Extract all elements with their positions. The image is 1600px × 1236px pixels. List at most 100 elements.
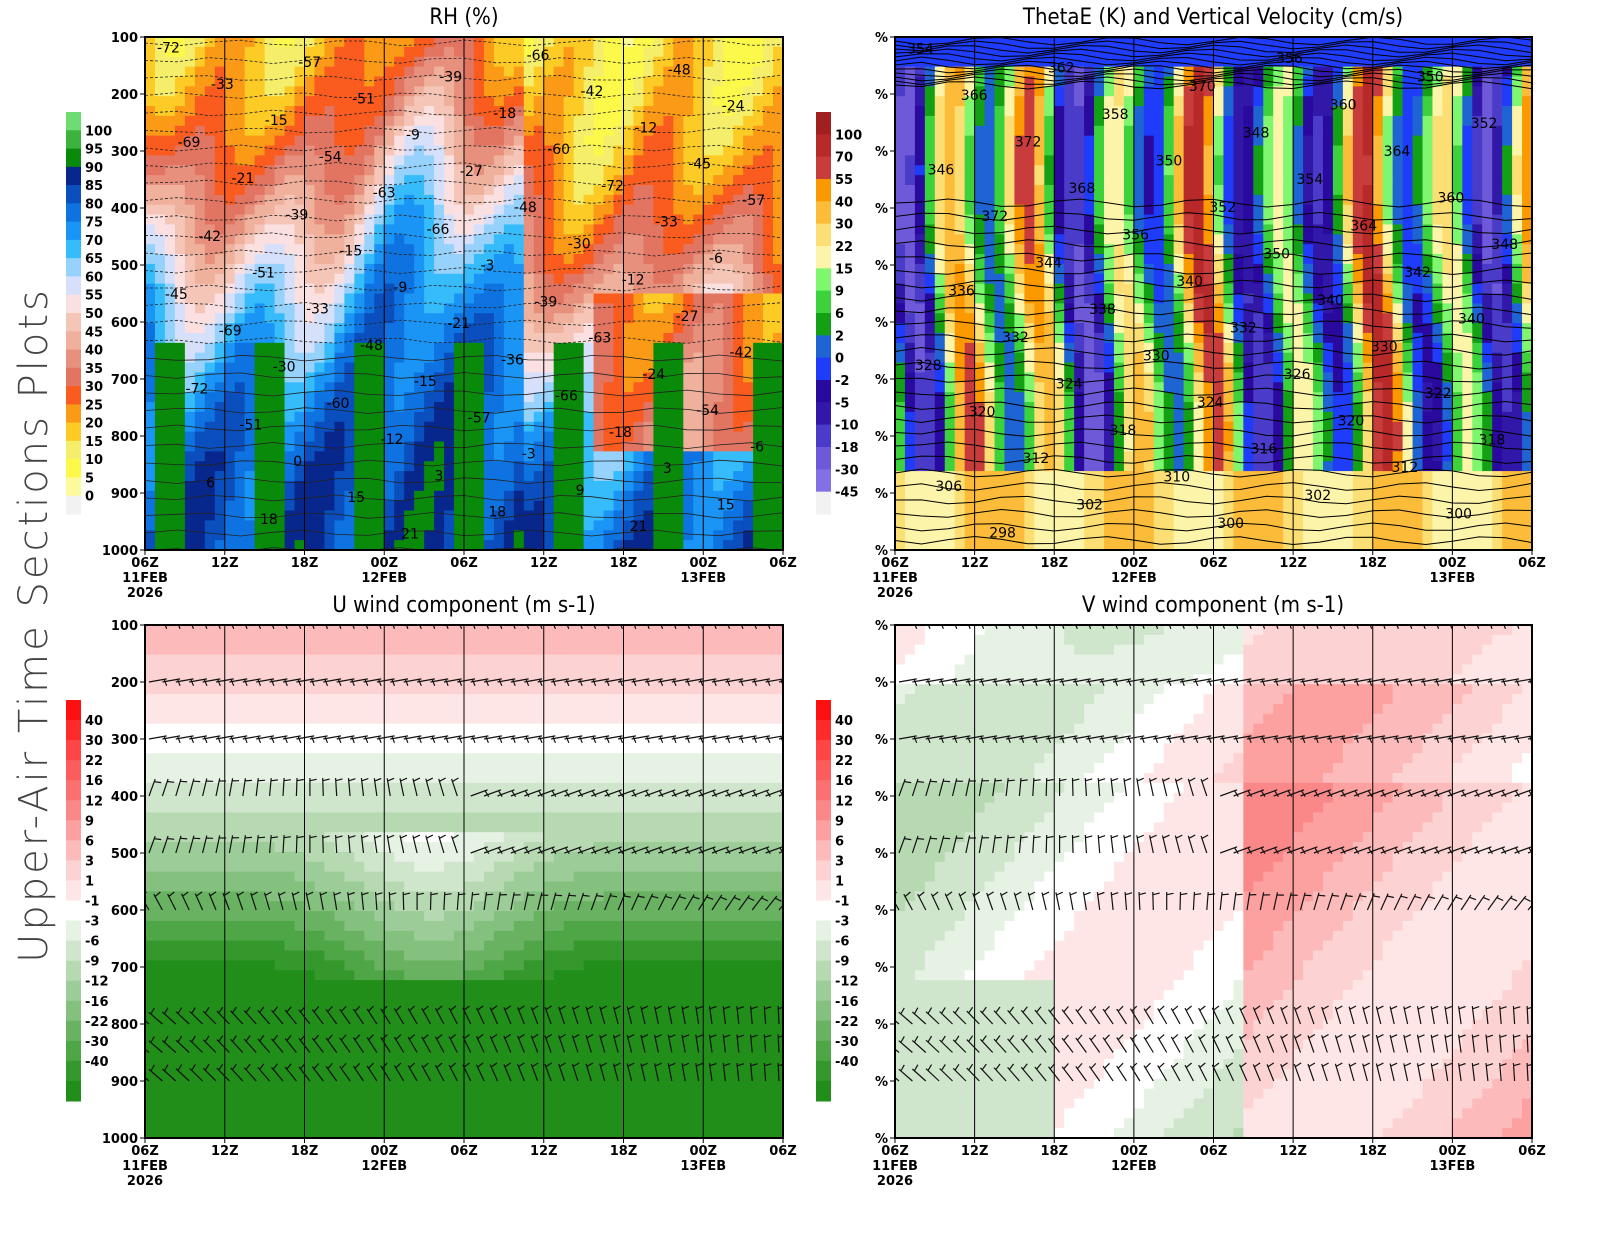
field-cell [1054, 194, 1065, 206]
field-cell [954, 441, 966, 452]
field-cell [384, 540, 395, 550]
field-cell [174, 96, 186, 107]
field-cell [294, 451, 306, 462]
field-cell [974, 313, 986, 324]
field-cell [1123, 421, 1135, 433]
field-cell [723, 273, 734, 285]
field-cell [194, 106, 206, 117]
field-cell [523, 323, 535, 334]
field-cell [753, 441, 764, 452]
field-cell [314, 244, 326, 255]
field-cell [1044, 165, 1055, 176]
field-cell [244, 283, 256, 295]
field-cell [154, 323, 166, 334]
field-cell [974, 510, 986, 522]
field-cell [284, 540, 296, 550]
field-cell [444, 382, 455, 393]
field-cell [1094, 86, 1105, 97]
field-cell [673, 471, 684, 482]
field-cell [733, 125, 744, 137]
field-cell [603, 392, 615, 403]
field-cell [344, 471, 355, 482]
field-cell [904, 234, 916, 245]
field-cell [503, 382, 515, 393]
field-cell [1133, 135, 1145, 147]
field-cell [613, 382, 625, 393]
field-cell [254, 323, 266, 334]
field-cell [294, 313, 306, 324]
field-cell [643, 382, 655, 393]
field-cell [713, 451, 724, 462]
field-cell [154, 362, 166, 374]
field-cell [533, 362, 545, 374]
field-cell [984, 56, 996, 68]
field-cell [553, 421, 565, 433]
field-cell [763, 204, 774, 216]
field-cell [464, 155, 475, 166]
field-cell [1054, 66, 1065, 78]
field-cell [164, 451, 176, 462]
field-cell [904, 115, 916, 127]
field-cell [204, 76, 216, 87]
field-cell [583, 471, 595, 482]
field-cell [324, 392, 336, 403]
field-cell [513, 332, 525, 344]
field-cell [294, 76, 306, 87]
field-cell [194, 530, 206, 541]
field-cell [723, 372, 734, 383]
field-cell [1153, 500, 1165, 512]
field-cell [533, 115, 545, 127]
field-cell [1084, 125, 1095, 137]
field-cell [444, 313, 455, 324]
field-cell [904, 175, 916, 186]
field-cell [513, 530, 525, 541]
field-cell [934, 263, 946, 275]
field-cell [394, 194, 405, 206]
colorbar-label: 70 [85, 234, 103, 249]
field-cell [553, 362, 565, 374]
field-cell [154, 66, 166, 78]
field-cell [954, 540, 966, 550]
field-cell [994, 244, 1006, 255]
field-cell [1004, 362, 1016, 374]
field-cell [713, 184, 724, 196]
field-cell [533, 244, 545, 255]
field-cell [1024, 303, 1035, 314]
field-cell [483, 490, 495, 502]
field-cell [964, 323, 976, 334]
field-cell [284, 480, 296, 492]
field-cell [454, 421, 465, 433]
field-cell [563, 125, 575, 137]
field-cell [1113, 431, 1125, 443]
field-cell [603, 471, 615, 482]
contour-label: -18 [609, 425, 632, 441]
field-cell [1004, 204, 1016, 216]
field-cell [1054, 480, 1065, 492]
field-cell [354, 273, 365, 285]
field-cell [154, 293, 166, 304]
field-cell [623, 411, 635, 423]
field-cell [673, 372, 684, 383]
field-cell [1024, 500, 1035, 512]
field-cell [274, 214, 286, 226]
field-cell [354, 342, 365, 354]
field-cell [503, 500, 515, 512]
field-cell [954, 204, 966, 216]
field-cell [653, 46, 664, 58]
field-cell [693, 224, 704, 235]
field-cell [234, 323, 246, 334]
field-cell [723, 392, 734, 403]
field-cell [984, 234, 996, 245]
field-cell [964, 441, 976, 452]
field-cell [503, 510, 515, 522]
field-cell [974, 273, 986, 285]
field-cell [414, 224, 425, 235]
field-cell [773, 234, 783, 245]
field-cell [414, 451, 425, 462]
field-cell [974, 411, 986, 423]
field-cell [503, 392, 515, 403]
field-cell [473, 115, 485, 127]
field-cell [1074, 332, 1085, 344]
field-cell [334, 530, 345, 541]
field-cell [1034, 461, 1045, 472]
